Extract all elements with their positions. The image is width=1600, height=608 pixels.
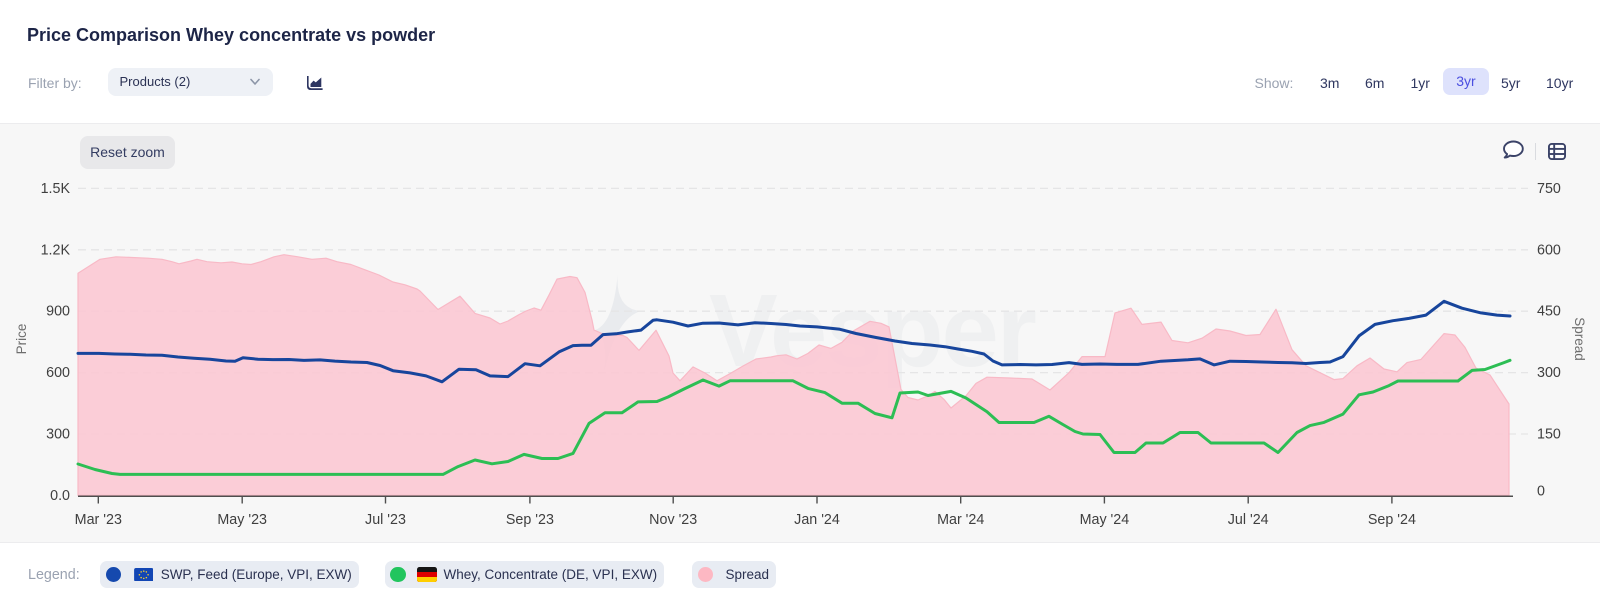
svg-text:Mar '24: Mar '24 xyxy=(937,512,984,528)
svg-text:Mar '23: Mar '23 xyxy=(75,512,122,528)
svg-text:150: 150 xyxy=(1537,427,1561,443)
svg-text:750: 750 xyxy=(1537,181,1561,197)
svg-text:Nov '23: Nov '23 xyxy=(649,512,697,528)
svg-text:Jul '24: Jul '24 xyxy=(1228,512,1269,528)
svg-text:1.2K: 1.2K xyxy=(41,242,71,258)
svg-text:Spread: Spread xyxy=(1572,317,1587,361)
svg-text:Price: Price xyxy=(14,324,29,355)
svg-text:Sep '24: Sep '24 xyxy=(1368,512,1416,528)
svg-text:May '24: May '24 xyxy=(1080,512,1130,528)
svg-text:Jan '24: Jan '24 xyxy=(794,512,840,528)
svg-text:600: 600 xyxy=(46,365,70,381)
svg-text:300: 300 xyxy=(46,427,70,443)
svg-text:0.0: 0.0 xyxy=(50,488,70,504)
svg-text:300: 300 xyxy=(1537,365,1561,381)
svg-text:Jul '23: Jul '23 xyxy=(365,512,406,528)
svg-text:600: 600 xyxy=(1537,242,1561,258)
svg-text:May '23: May '23 xyxy=(217,512,267,528)
svg-text:450: 450 xyxy=(1537,304,1561,320)
svg-text:0: 0 xyxy=(1537,484,1545,500)
svg-text:900: 900 xyxy=(46,304,70,320)
svg-text:1.5K: 1.5K xyxy=(41,181,71,197)
svg-text:Sep '23: Sep '23 xyxy=(506,512,554,528)
